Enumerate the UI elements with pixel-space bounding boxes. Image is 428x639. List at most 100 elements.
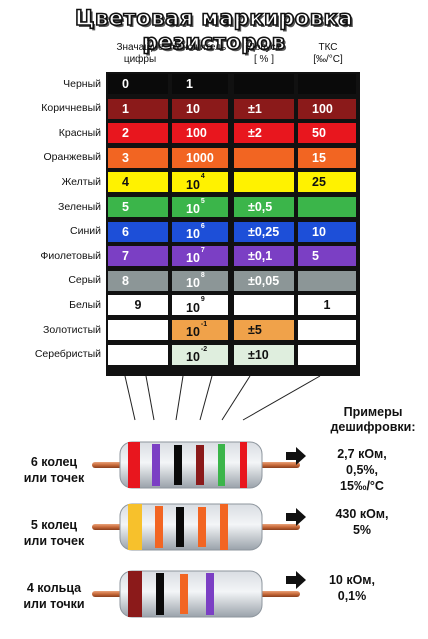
resistor-6-band-band bbox=[240, 442, 247, 488]
cell-value: ±10 bbox=[248, 347, 269, 362]
resistor-5-band-lead-left bbox=[92, 524, 126, 530]
cell-mult: 105 bbox=[172, 197, 228, 217]
cell-tcs: 5 bbox=[298, 246, 356, 267]
cell-tol bbox=[234, 172, 294, 193]
cell-tol: ±2 bbox=[234, 123, 294, 144]
arrow-icon bbox=[286, 447, 306, 465]
example-result-line: 5% bbox=[352, 523, 372, 537]
column-header-line: [‰/°C] bbox=[313, 54, 343, 65]
cell-mult: 104 bbox=[172, 172, 228, 193]
cell-mult: 10 bbox=[172, 98, 228, 119]
cell-value: ±1 bbox=[248, 101, 262, 116]
cell-value: 10 bbox=[312, 224, 326, 239]
cell-value: 10 bbox=[172, 102, 200, 116]
example-label-line: 6 колец bbox=[30, 455, 78, 469]
cell-tcs bbox=[298, 197, 356, 217]
row-label: Серый bbox=[68, 274, 101, 287]
cell-value: 15 bbox=[312, 150, 326, 165]
cell-digit: 9 bbox=[108, 295, 168, 316]
example-label-line: или точек bbox=[23, 534, 85, 548]
cell-tol bbox=[234, 74, 294, 94]
column-header-line: Множитель bbox=[173, 42, 227, 53]
cell-digit: 5 bbox=[108, 197, 168, 217]
cell-tol: ±10 bbox=[234, 344, 294, 365]
examples-heading: Примеры дешифровки: bbox=[318, 405, 428, 435]
resistor-5-band-band bbox=[198, 507, 206, 547]
cell-value: 2 bbox=[122, 126, 129, 141]
cell-value: ±0,1 bbox=[248, 249, 273, 264]
resistor-4-band-band bbox=[180, 574, 188, 614]
example-result-4-bands: 10 кОм, 0,1% bbox=[304, 572, 400, 604]
cell-digit: 7 bbox=[108, 246, 168, 267]
row-label: Зеленый bbox=[57, 200, 101, 213]
multiplier-base: 10 bbox=[186, 251, 200, 266]
cell-value: 10-1 bbox=[172, 321, 207, 340]
row-label: Желтый bbox=[61, 175, 101, 188]
cell-value: 3 bbox=[122, 150, 129, 165]
leader-line bbox=[221, 375, 251, 421]
column-header-line: Значащие bbox=[116, 42, 164, 53]
column-header-line: [ % ] bbox=[253, 54, 274, 65]
cell-value: 0 bbox=[122, 77, 129, 91]
row-label: Серебристый bbox=[34, 348, 101, 361]
multiplier-base: 10 bbox=[186, 202, 200, 217]
example-result-line: 0,1% bbox=[337, 589, 367, 603]
cell-tol bbox=[234, 295, 294, 316]
cell-mult: 10-2 bbox=[172, 344, 228, 365]
leader-line bbox=[145, 375, 155, 421]
leader-line bbox=[242, 375, 321, 421]
multiplier-base: 10 bbox=[186, 101, 200, 116]
row-label: Фиолетовый bbox=[40, 249, 101, 262]
resistor-5-band-band bbox=[128, 504, 142, 550]
multiplier-base: 1 bbox=[186, 77, 193, 91]
example-label-4-bands: 4 кольца или точки bbox=[4, 580, 104, 612]
cell-value: 100 bbox=[312, 101, 333, 116]
cell-value: 108 bbox=[172, 272, 205, 290]
column-header-multiplier: Множитель bbox=[168, 42, 232, 54]
cell-digit bbox=[108, 344, 168, 365]
cell-value: 105 bbox=[172, 198, 205, 217]
example-label-6-bands: 6 колец или точек bbox=[4, 454, 104, 486]
cell-value: 107 bbox=[172, 247, 205, 266]
multiplier-base: 100 bbox=[186, 126, 207, 141]
multiplier-base: 10 bbox=[186, 226, 200, 241]
multiplier-exponent: 7 bbox=[200, 247, 205, 255]
cell-value: 1 bbox=[122, 101, 129, 116]
resistor-6-band-band bbox=[128, 442, 140, 488]
row-label: Коричневый bbox=[41, 102, 101, 115]
example-label-line: 4 кольца bbox=[26, 581, 82, 595]
page-title: Цветовая маркировка резисторов bbox=[74, 5, 353, 55]
multiplier-base: 10 bbox=[186, 325, 200, 340]
multiplier-exponent: 6 bbox=[200, 222, 205, 230]
column-header-line: Допуск bbox=[247, 42, 281, 53]
column-header-line: цифры bbox=[123, 54, 157, 65]
cell-value: 1 bbox=[323, 298, 331, 313]
resistor-6-band-band bbox=[174, 445, 182, 485]
resistor-5-band-lead-right bbox=[256, 524, 300, 530]
multiplier-exponent: 5 bbox=[200, 198, 205, 205]
multiplier-base: 10 bbox=[186, 275, 200, 290]
multiplier-base: 1000 bbox=[186, 150, 214, 165]
column-header-tolerance: Допуск [ % ] bbox=[232, 42, 296, 66]
multiplier-base: 10 bbox=[186, 177, 200, 192]
cell-tol: ±0,5 bbox=[234, 197, 294, 217]
resistor-4-band-band bbox=[156, 573, 164, 615]
cell-tol: ±0,25 bbox=[234, 221, 294, 242]
multiplier-exponent: 9 bbox=[200, 296, 205, 304]
example-label-line: 5 колец bbox=[30, 518, 78, 532]
cell-tcs bbox=[298, 74, 356, 94]
cell-value: ±0,5 bbox=[248, 200, 273, 214]
example-result-line: 0,5%, bbox=[346, 463, 378, 477]
cell-mult: 1000 bbox=[172, 147, 228, 168]
row-label: Синий bbox=[70, 225, 101, 238]
cell-tcs: 10 bbox=[298, 221, 356, 242]
resistor-4-band-band bbox=[206, 573, 214, 615]
example-result-6-bands: 2,7 кОм, 0,5%, 15‰/°C bbox=[312, 446, 412, 494]
cell-value: 106 bbox=[172, 223, 205, 241]
cell-digit: 3 bbox=[108, 147, 168, 168]
cell-tcs bbox=[298, 344, 356, 365]
cell-mult: 108 bbox=[172, 270, 228, 291]
example-label-5-bands: 5 колец или точек bbox=[4, 517, 104, 549]
cell-value: 5 bbox=[122, 200, 129, 214]
column-header-digits: Значащие цифры bbox=[108, 42, 172, 66]
